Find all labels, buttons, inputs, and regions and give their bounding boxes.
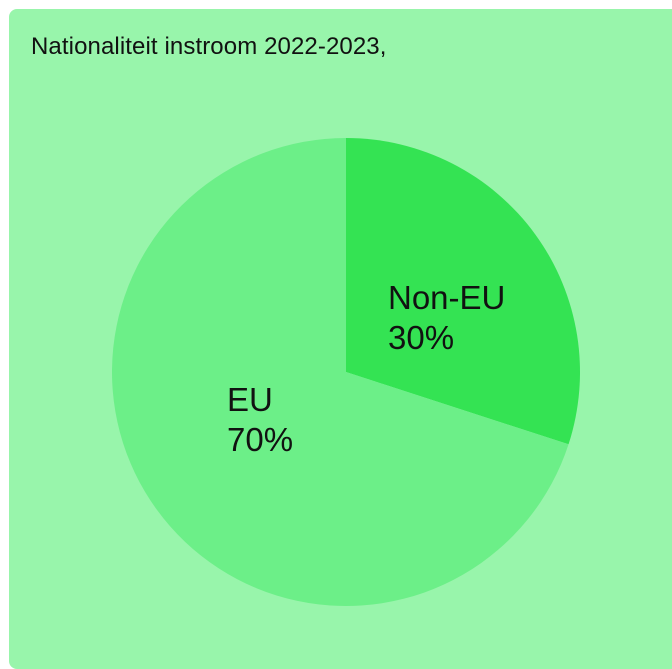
chart-title: Nationaliteit instroom 2022-2023, bbox=[31, 33, 387, 60]
slice-name-eu: EU bbox=[227, 381, 273, 418]
pie-slice-non-eu bbox=[346, 138, 581, 445]
chart-card: Nationaliteit instroom 2022-2023, Non-EU… bbox=[9, 9, 672, 669]
slice-value-eu: 70% bbox=[227, 421, 293, 458]
slice-value-non-eu: 30% bbox=[388, 319, 454, 356]
slice-name-non-eu: Non-EU bbox=[388, 279, 505, 316]
pie-slice-eu bbox=[112, 138, 569, 606]
